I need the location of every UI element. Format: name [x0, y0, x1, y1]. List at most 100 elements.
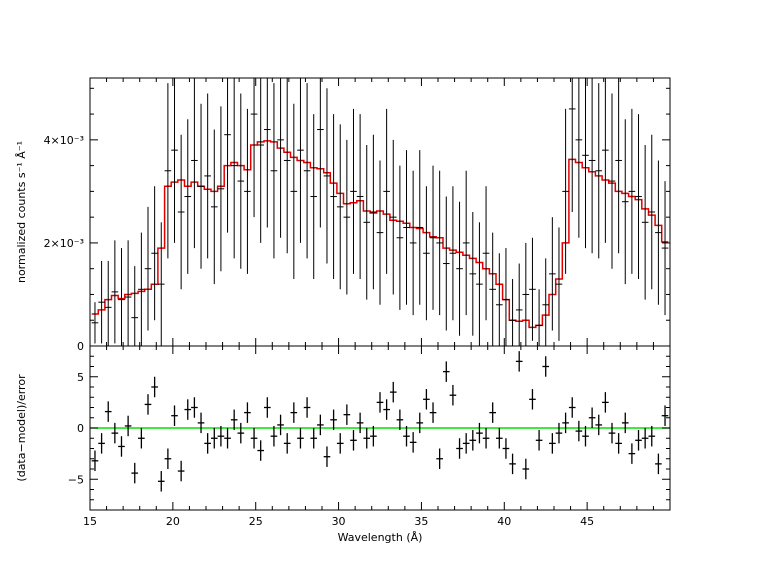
data-point: [197, 103, 205, 269]
residual-point: [416, 412, 424, 434]
data-point: [535, 289, 543, 346]
residual-point: [177, 460, 185, 482]
residual-point: [529, 389, 536, 410]
data-point: [449, 186, 457, 321]
residual-point: [549, 433, 556, 454]
residual-point: [542, 356, 550, 377]
data-point: [383, 108, 390, 274]
residual-point: [191, 397, 198, 418]
residual-point: [164, 448, 172, 469]
data-point: [104, 260, 112, 346]
data-point: [323, 88, 331, 264]
data-point: [350, 108, 357, 274]
residual-point: [91, 450, 99, 472]
data-point: [648, 134, 656, 290]
residual-point: [615, 433, 622, 454]
residual-point: [568, 397, 576, 418]
residual-point: [197, 412, 205, 434]
residual-point: [151, 376, 158, 398]
residual-point: [661, 405, 669, 426]
residual-point: [628, 443, 636, 464]
residual-point: [104, 401, 112, 422]
residual-point: [264, 397, 271, 418]
data-point: [602, 78, 609, 243]
data-point: [496, 253, 503, 346]
residual-point: [111, 422, 119, 444]
residual-point: [383, 399, 390, 420]
residual-point: [350, 430, 357, 451]
data-point: [118, 248, 125, 346]
residual-point: [157, 471, 165, 492]
bottom-plot-frame: [89, 345, 671, 511]
residual-point: [124, 415, 132, 437]
residual-point: [641, 428, 649, 449]
data-point: [462, 170, 470, 316]
residual-point: [323, 446, 331, 467]
data-point: [542, 258, 550, 346]
data-point: [575, 78, 583, 238]
data-point: [277, 78, 284, 238]
residual-point: [217, 425, 225, 447]
residual-point: [436, 448, 443, 469]
data-point: [370, 134, 377, 290]
y-tick-label: −5: [68, 473, 84, 486]
bottom-panel: 15 20 25 30 35 40 45 −5 0 5: [68, 345, 671, 528]
residual-point: [476, 422, 483, 444]
residual-point: [429, 402, 437, 423]
data-point: [356, 114, 364, 279]
y-tick-label: 0: [77, 340, 84, 353]
x-tick-label: 15: [83, 515, 97, 528]
residual-point: [482, 428, 490, 449]
data-point: [330, 114, 337, 279]
residual-point: [635, 430, 642, 451]
y-tick-label: 0: [77, 422, 84, 435]
residual-point: [555, 422, 563, 444]
data-point: [138, 232, 145, 346]
data-point: [549, 217, 556, 331]
residual-point: [515, 351, 523, 372]
data-point: [615, 78, 622, 254]
top-y-axis-label: normalized counts s⁻¹ Å⁻¹: [15, 141, 28, 283]
data-point: [456, 201, 463, 336]
residual-point: [118, 436, 125, 457]
residual-point: [343, 404, 351, 425]
residual-point: [409, 432, 417, 453]
residual-point: [469, 430, 477, 451]
residual-point: [456, 438, 463, 459]
data-point: [436, 170, 443, 316]
data-point: [482, 186, 490, 321]
data-point: [416, 150, 424, 305]
data-point: [157, 222, 165, 346]
data-point: [191, 78, 198, 249]
data-point: [588, 78, 596, 254]
residual-point: [210, 428, 218, 449]
top-axis-ticks: 0 2×10⁻³ 4×10⁻³: [44, 78, 671, 353]
residual-point: [489, 402, 496, 423]
residual-point: [310, 428, 318, 449]
residual-point: [138, 428, 145, 449]
data-point: [230, 78, 238, 259]
data-point: [283, 78, 291, 254]
residual-point: [370, 425, 377, 447]
data-point: [628, 108, 636, 274]
residual-point: [303, 397, 311, 418]
data-point: [661, 181, 669, 316]
residual-point: [575, 420, 583, 442]
residual-point: [535, 430, 543, 451]
data-point: [655, 160, 662, 305]
bottom-axis-ticks: 15 20 25 30 35 40 45 −5 0 5: [68, 345, 671, 528]
data-point: [124, 240, 132, 346]
residual-point: [462, 433, 470, 454]
residual-point: [237, 422, 245, 444]
data-point: [310, 114, 318, 279]
residual-point: [363, 428, 371, 449]
data-point: [429, 165, 437, 310]
y-tick-label: 2×10⁻³: [44, 237, 84, 250]
data-point: [423, 186, 430, 321]
residual-point: [244, 402, 251, 423]
residual-point: [257, 440, 264, 461]
data-point: [217, 106, 225, 272]
bottom-y-axis-label: (data−model)/error: [15, 374, 28, 482]
x-tick-label: 25: [249, 515, 263, 528]
